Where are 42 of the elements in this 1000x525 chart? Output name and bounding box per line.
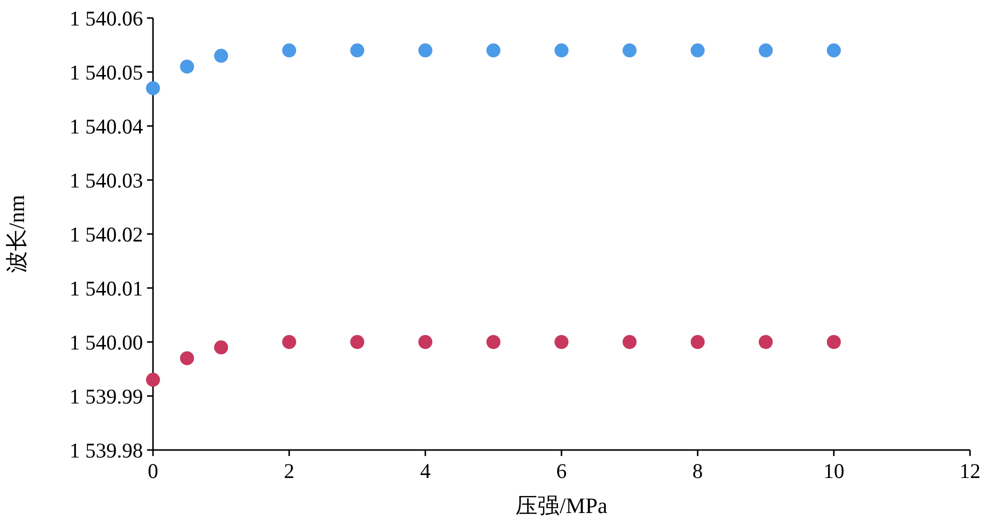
x-tick-label: 2 bbox=[284, 459, 294, 483]
x-tick-label: 8 bbox=[692, 459, 703, 483]
x-tick-label: 0 bbox=[148, 459, 158, 483]
x-tick-label: 12 bbox=[960, 459, 980, 483]
y-tick-label: 1 540.03 bbox=[70, 168, 143, 192]
point bbox=[690, 335, 705, 349]
point bbox=[282, 335, 296, 349]
point bbox=[690, 43, 705, 58]
x-tick-label: 6 bbox=[556, 459, 567, 483]
y-tick-label: 1 540.05 bbox=[70, 60, 143, 84]
y-tick-label: 1 540.06 bbox=[70, 6, 143, 30]
point bbox=[758, 43, 773, 58]
y-tick-label: 1 540.00 bbox=[70, 330, 143, 354]
point bbox=[282, 43, 296, 58]
point bbox=[622, 43, 637, 58]
x-axis-title: 压强/MPa bbox=[516, 493, 608, 518]
y-tick-label: 1 540.02 bbox=[70, 222, 143, 246]
point bbox=[486, 335, 500, 349]
point bbox=[418, 43, 432, 58]
point bbox=[214, 340, 228, 354]
y-axis-title: 波长/nm bbox=[4, 194, 29, 274]
y-tick-label: 1 540.01 bbox=[70, 276, 143, 300]
y-tick-label: 1 539.98 bbox=[70, 438, 143, 462]
point bbox=[214, 48, 228, 63]
x-tick-label: 4 bbox=[420, 459, 432, 483]
point bbox=[486, 43, 500, 58]
point bbox=[350, 335, 364, 349]
point bbox=[758, 335, 773, 349]
point bbox=[554, 335, 568, 349]
point bbox=[826, 43, 841, 58]
point bbox=[418, 335, 432, 349]
y-tick-label: 1 539.99 bbox=[70, 384, 143, 408]
y-tick-label: 1 540.04 bbox=[70, 114, 144, 138]
x-tick-label: 10 bbox=[823, 459, 844, 483]
point bbox=[146, 372, 160, 387]
point bbox=[180, 60, 194, 74]
point bbox=[180, 351, 194, 366]
point bbox=[554, 43, 568, 58]
point bbox=[146, 81, 160, 96]
point bbox=[622, 335, 637, 349]
point bbox=[350, 43, 364, 58]
point bbox=[826, 335, 841, 349]
